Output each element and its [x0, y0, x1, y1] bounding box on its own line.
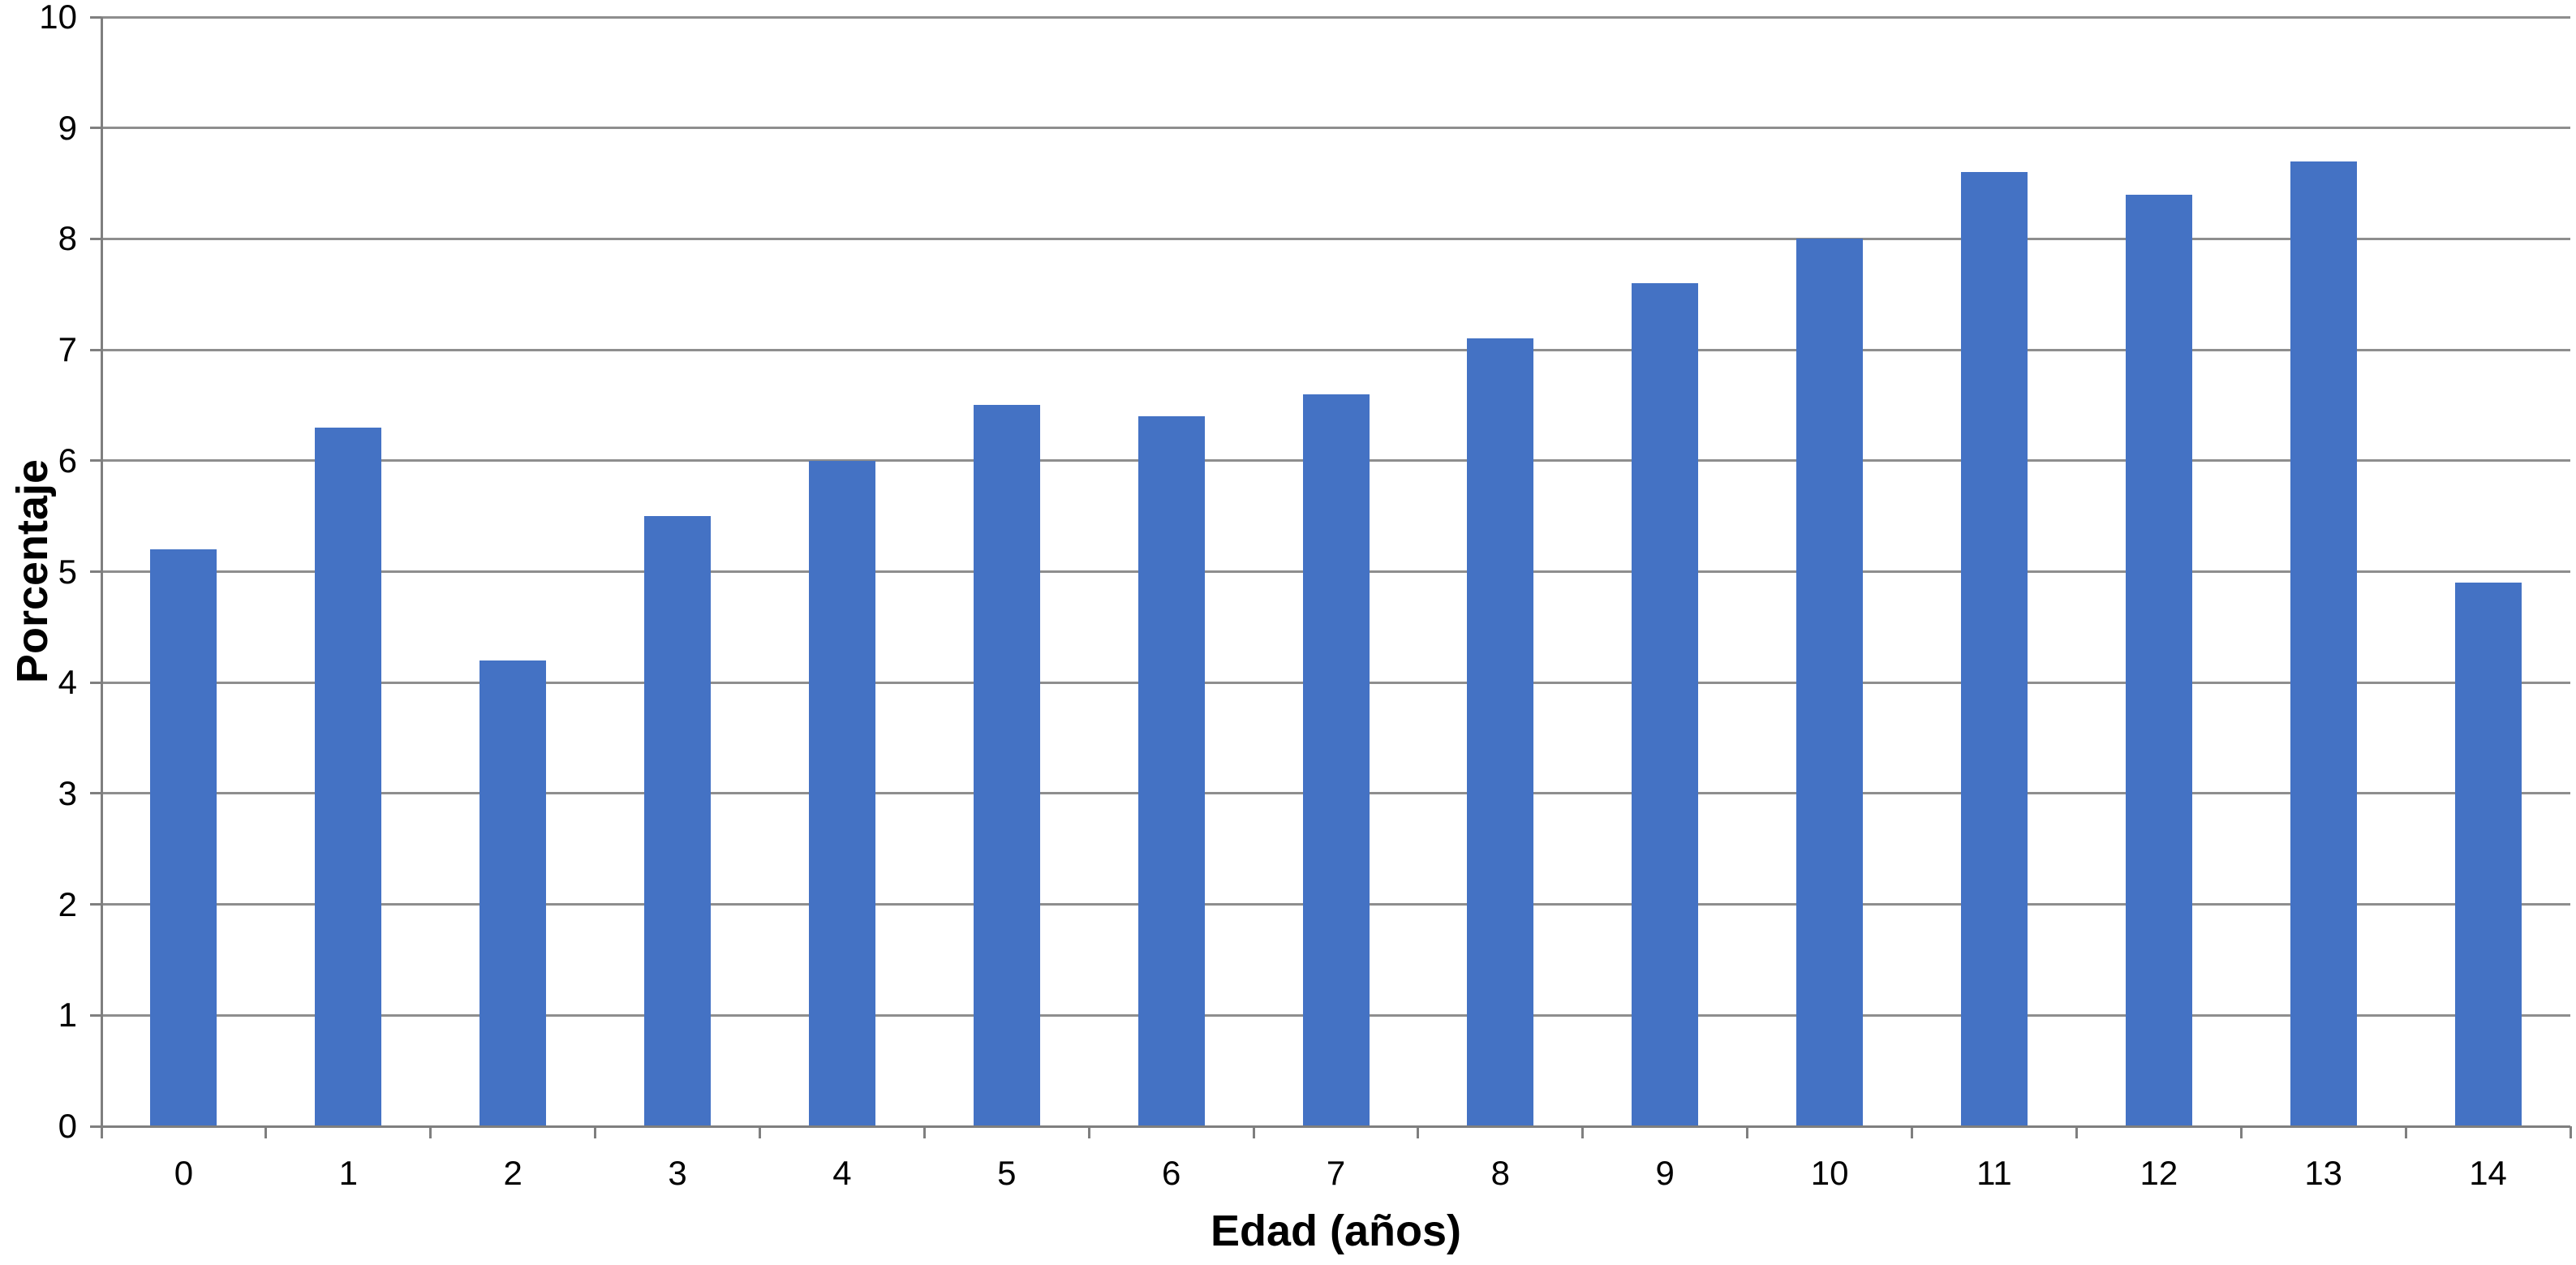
y-axis-tick — [90, 681, 101, 684]
x-axis-tick — [1252, 1126, 1255, 1138]
x-tick-label: 0 — [174, 1154, 194, 1192]
bar-age-0 — [150, 549, 217, 1126]
x-axis-tick — [1911, 1126, 1914, 1138]
y-axis-tick — [90, 237, 101, 240]
gridline — [101, 237, 2570, 240]
y-tick-label: 0 — [58, 1107, 77, 1145]
y-axis-tick — [90, 348, 101, 351]
bar-age-1 — [315, 427, 382, 1126]
y-tick-label: 7 — [58, 330, 77, 369]
x-tick-label: 7 — [1326, 1154, 1346, 1192]
x-axis-tick — [1417, 1126, 1420, 1138]
y-tick-label: 5 — [58, 552, 77, 591]
bar-age-3 — [644, 516, 712, 1126]
x-axis-tick — [758, 1126, 761, 1138]
y-tick-label: 10 — [39, 0, 77, 36]
x-axis-tick — [264, 1126, 268, 1138]
bar-age-2 — [480, 660, 547, 1126]
bar-age-4 — [808, 460, 875, 1126]
x-tick-label: 9 — [1655, 1154, 1675, 1192]
x-axis-tick — [1087, 1126, 1090, 1138]
y-axis-line — [100, 17, 103, 1138]
y-tick-label: 6 — [58, 441, 77, 480]
x-axis-title: Edad (años) — [1210, 1207, 1462, 1255]
y-axis-tick — [90, 570, 101, 573]
y-tick-label: 2 — [58, 884, 77, 923]
x-axis-tick — [2075, 1126, 2078, 1138]
y-axis-tick — [90, 1013, 101, 1017]
y-axis-tick — [90, 15, 101, 19]
bar-age-10 — [1796, 239, 1864, 1126]
x-tick-label: 12 — [2139, 1154, 2178, 1192]
x-tick-label: 4 — [832, 1154, 852, 1192]
y-tick-label: 9 — [58, 108, 77, 147]
y-axis-tick — [90, 127, 101, 130]
x-tick-label: 2 — [503, 1154, 523, 1192]
x-tick-label: 14 — [2469, 1154, 2507, 1192]
x-tick-label: 5 — [997, 1154, 1017, 1192]
x-tick-label: 10 — [1810, 1154, 1849, 1192]
bar-age-5 — [973, 405, 1040, 1126]
bar-age-12 — [2125, 194, 2192, 1126]
gridline — [101, 348, 2570, 351]
x-axis-tick — [1746, 1126, 1749, 1138]
y-tick-label: 8 — [58, 219, 77, 258]
x-tick-label: 3 — [668, 1154, 687, 1192]
gridline — [101, 15, 2570, 19]
bar-age-9 — [1632, 283, 1699, 1126]
y-axis-tick — [90, 903, 101, 906]
x-axis-tick — [2569, 1126, 2572, 1138]
x-axis-tick — [2239, 1126, 2243, 1138]
y-tick-label: 3 — [58, 773, 77, 812]
x-axis-line — [90, 1125, 2570, 1128]
bar-age-6 — [1137, 416, 1205, 1126]
x-axis-tick — [429, 1126, 432, 1138]
bar-age-7 — [1302, 394, 1370, 1126]
bar-age-14 — [2454, 583, 2522, 1126]
bar-age-13 — [2290, 161, 2357, 1126]
x-axis-tick — [594, 1126, 597, 1138]
y-tick-label: 4 — [58, 663, 77, 702]
y-tick-label: 1 — [58, 996, 77, 1035]
bar-age-8 — [1467, 338, 1534, 1126]
x-tick-label: 6 — [1161, 1154, 1181, 1192]
gridline — [101, 127, 2570, 130]
x-tick-label: 13 — [2304, 1154, 2343, 1192]
x-axis-tick — [2404, 1126, 2407, 1138]
x-tick-label: 11 — [1976, 1154, 2012, 1192]
y-axis-tick — [90, 459, 101, 463]
x-axis-tick — [922, 1126, 926, 1138]
y-axis-tick — [90, 792, 101, 795]
bar-age-11 — [1960, 172, 2028, 1126]
x-tick-label: 8 — [1490, 1154, 1511, 1192]
x-axis-tick — [1581, 1126, 1585, 1138]
x-tick-label: 1 — [338, 1154, 358, 1192]
